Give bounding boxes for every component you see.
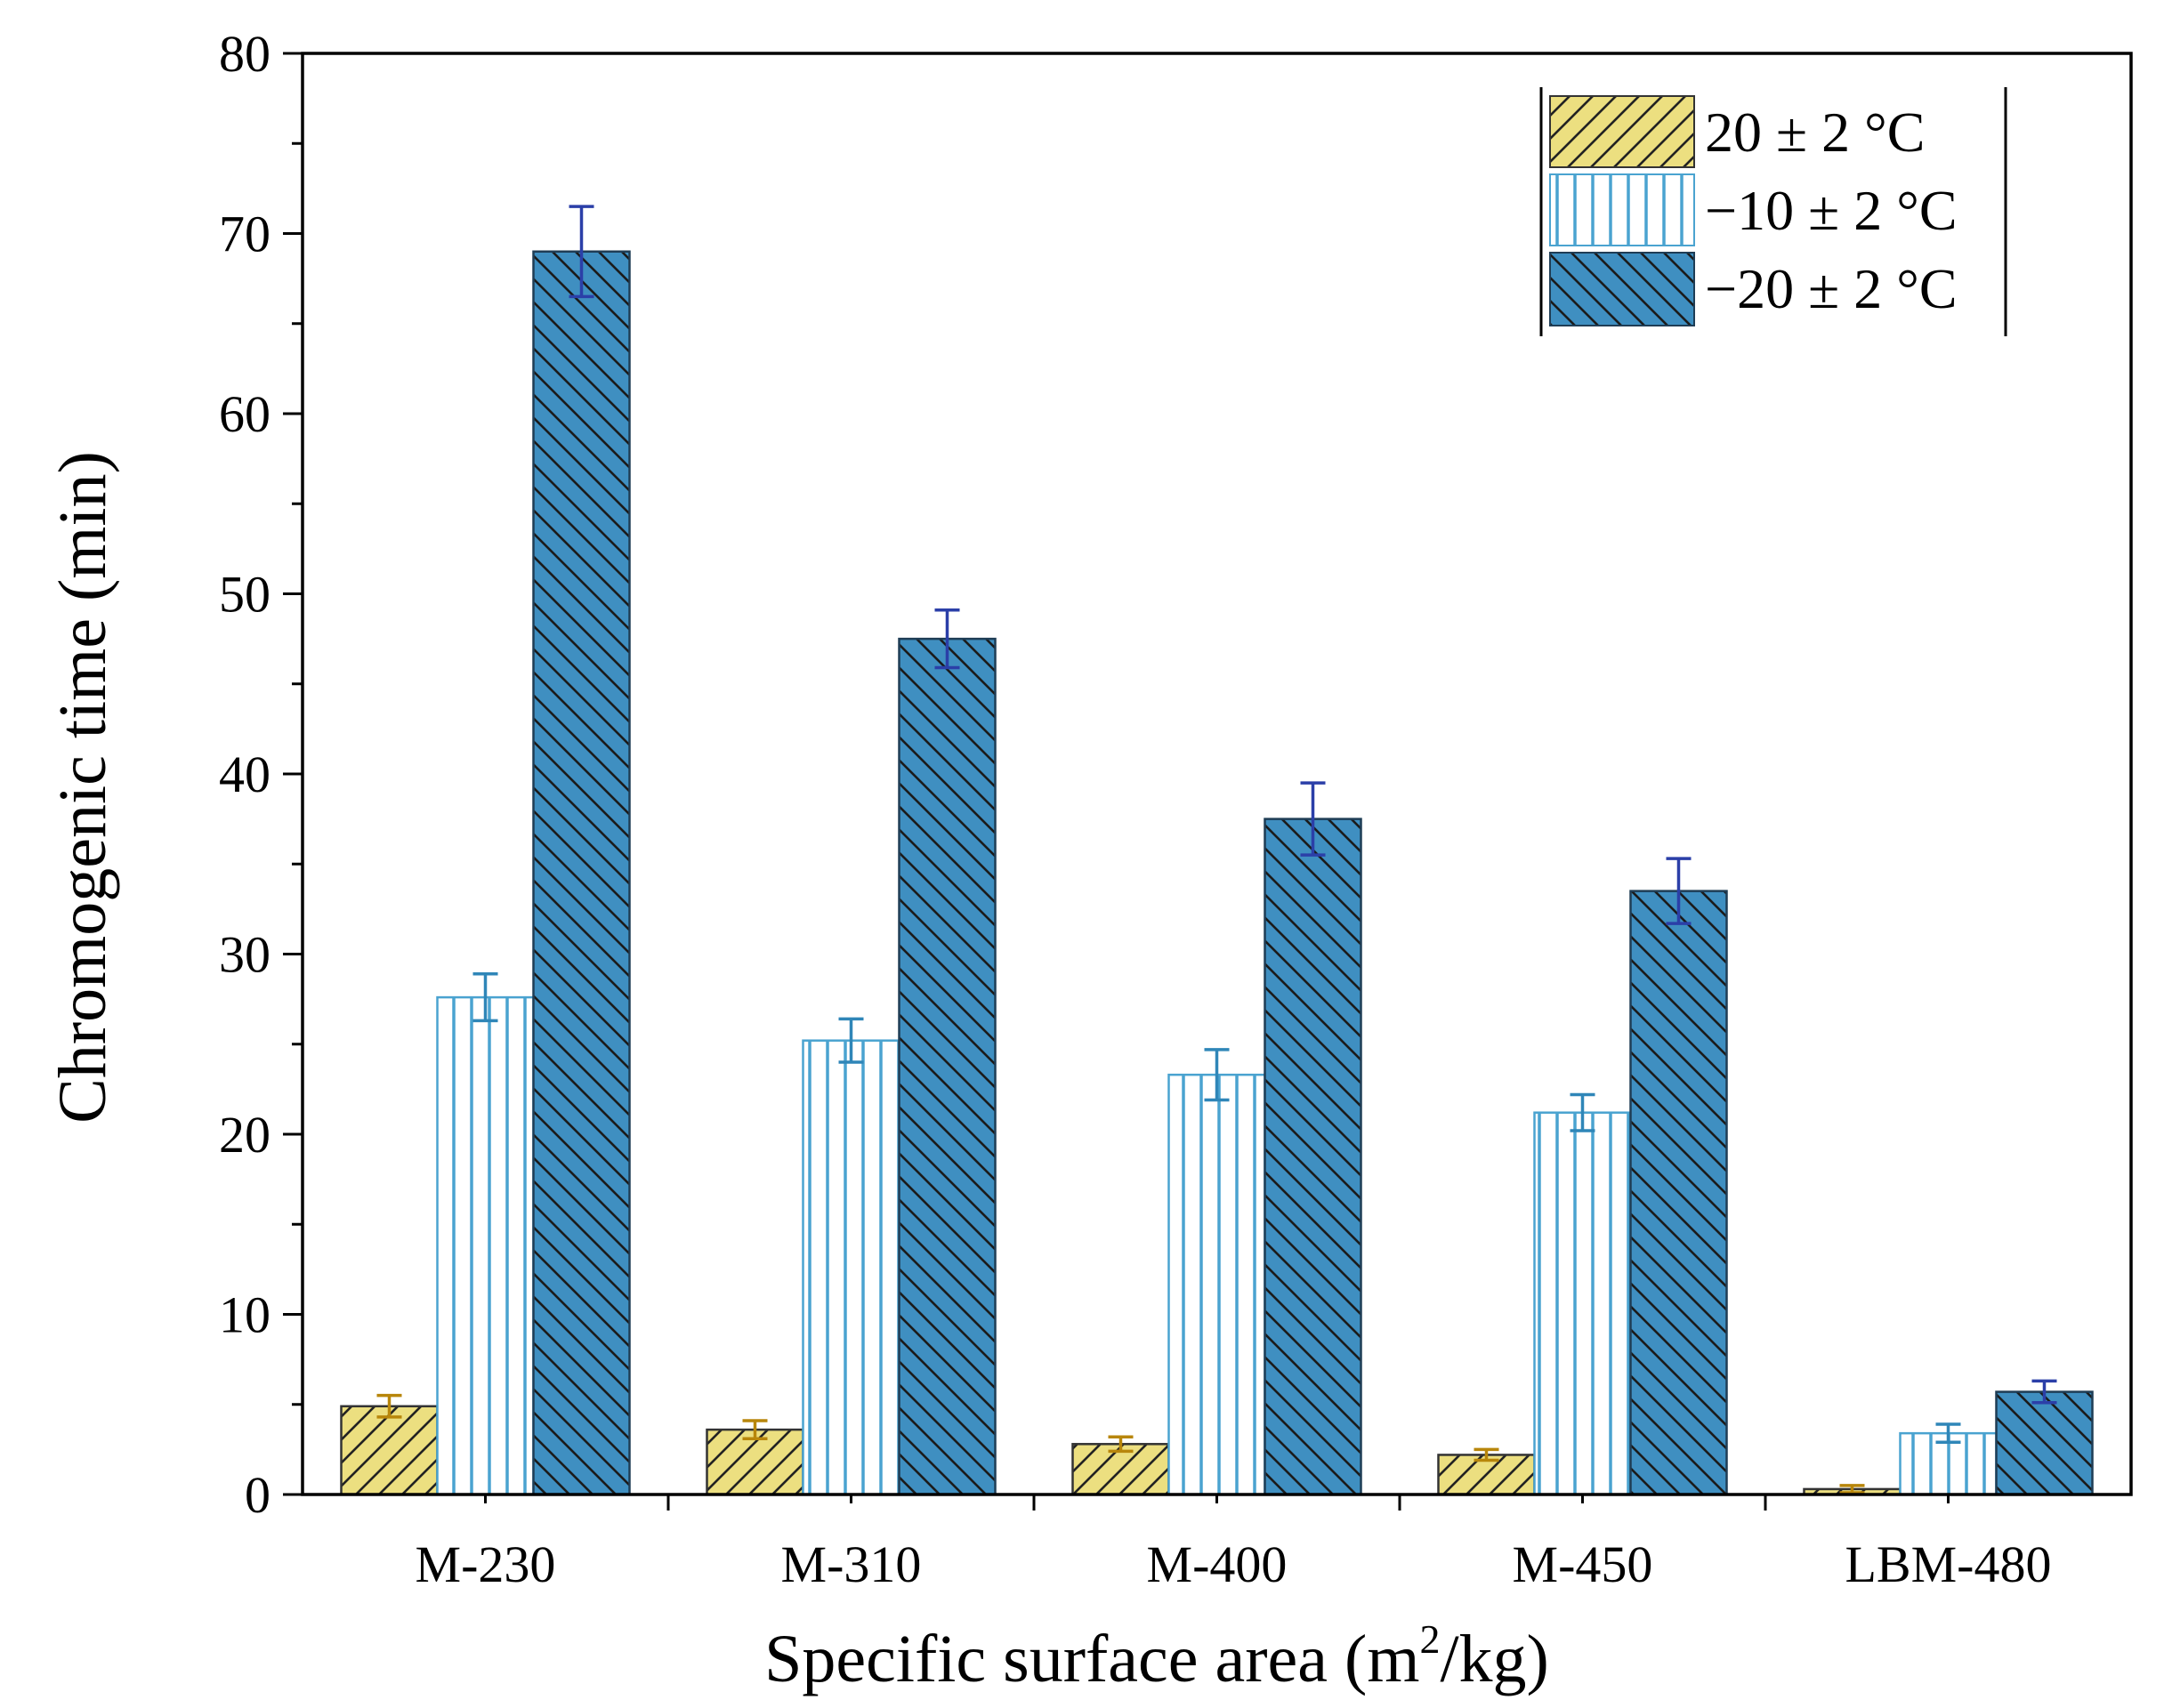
bar-lbm-480-minus20c bbox=[1995, 1390, 2094, 1496]
x-tick-label-m-400: M-400 bbox=[1147, 1535, 1288, 1593]
y-tick-label-10: 10 bbox=[219, 1286, 270, 1344]
error-bar-m-400-minus20c bbox=[1300, 781, 1326, 857]
x-axis-title-main: Specific surface area (m bbox=[764, 1622, 1419, 1696]
error-bar-m-450-minus10c bbox=[1570, 1092, 1595, 1132]
error-bar-m-230-minus20c bbox=[569, 205, 594, 299]
error-bar-m-310-minus20c bbox=[934, 608, 960, 670]
error-bars-layer bbox=[376, 205, 2057, 1494]
x-tick-label-m-230: M-230 bbox=[416, 1535, 556, 1593]
axes-layer: M-230 M-310 M-400 M-450 LBM-480 0 10 20 30 40 50 60… bbox=[219, 25, 2133, 1593]
y-tick-label-20: 20 bbox=[219, 1106, 270, 1164]
y-tick-label-70: 70 bbox=[219, 205, 270, 263]
x-axis-title: Specific surface area (m2/kg) bbox=[764, 1616, 1549, 1696]
bar-m-230-20c bbox=[340, 1405, 439, 1496]
legend-label-minus10c: −10 ± 2 °C bbox=[1705, 179, 1958, 242]
y-tick-label-0: 0 bbox=[245, 1466, 270, 1524]
legend-label-20c: 20 ± 2 °C bbox=[1705, 101, 1925, 164]
error-bar-lbm-480-minus10c bbox=[1935, 1422, 1961, 1445]
error-bar-lbm-480-minus20c bbox=[2031, 1379, 2057, 1405]
bar-m-310-20c bbox=[706, 1428, 804, 1496]
bar-m-450-minus10c bbox=[1533, 1111, 1632, 1496]
error-bar-m-230-minus10c bbox=[472, 972, 498, 1023]
y-tick-label-80: 80 bbox=[219, 25, 270, 83]
error-bar-m-400-minus10c bbox=[1204, 1048, 1230, 1102]
bar-m-310-minus20c bbox=[898, 637, 997, 1496]
x-axis-title-tail: /kg) bbox=[1440, 1622, 1548, 1696]
y-axis-title: Chromogenic time (min) bbox=[45, 451, 120, 1124]
error-bar-lbm-480-20c bbox=[1839, 1484, 1865, 1494]
bar-m-450-minus20c bbox=[1629, 890, 1728, 1496]
bar-m-310-minus10c bbox=[802, 1039, 900, 1496]
x-tick-label-m-450: M-450 bbox=[1513, 1535, 1653, 1593]
bar-m-230-minus20c bbox=[532, 250, 631, 1496]
x-tick-label-lbm-480: LBM-480 bbox=[1845, 1535, 2052, 1593]
legend-label-minus20c: −20 ± 2 °C bbox=[1705, 257, 1958, 320]
error-bar-m-310-minus10c bbox=[838, 1017, 864, 1064]
error-bar-m-310-20c bbox=[742, 1419, 768, 1440]
y-tick-label-60: 60 bbox=[219, 385, 270, 443]
y-tick-label-50: 50 bbox=[219, 566, 270, 624]
bar-m-400-minus10c bbox=[1167, 1073, 1266, 1496]
legend-swatch-minus10c bbox=[1549, 173, 1695, 246]
legend-swatch-20c bbox=[1549, 95, 1695, 168]
y-tick-label-30: 30 bbox=[219, 926, 270, 984]
bars-layer bbox=[340, 250, 2094, 1496]
error-bar-m-450-20c bbox=[1474, 1447, 1499, 1462]
legend-swatch-minus20c bbox=[1549, 252, 1695, 326]
x-axis-title-superscript: 2 bbox=[1419, 1616, 1440, 1662]
legend: 20 ± 2 °C −10 ± 2 °C −20 ± 2 °C bbox=[1539, 87, 2007, 336]
bar-m-400-minus20c bbox=[1264, 818, 1362, 1496]
y-tick-label-40: 40 bbox=[219, 745, 270, 803]
x-tick-label-m-310: M-310 bbox=[781, 1535, 922, 1593]
error-bar-m-230-20c bbox=[376, 1393, 402, 1419]
error-bar-m-400-20c bbox=[1108, 1435, 1134, 1454]
error-bar-m-450-minus20c bbox=[1666, 857, 1692, 925]
bar-m-230-minus10c bbox=[436, 995, 535, 1496]
